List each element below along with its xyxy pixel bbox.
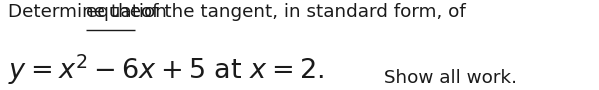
Text: Determine the: Determine the	[8, 3, 147, 21]
Text: equation: equation	[86, 3, 167, 21]
Text: Show all work.: Show all work.	[378, 69, 517, 87]
Text: $y = x^2 - 6x + 5$ at $x = 2$.: $y = x^2 - 6x + 5$ at $x = 2$.	[8, 53, 324, 87]
Text: of the tangent, in standard form, of: of the tangent, in standard form, of	[135, 3, 466, 21]
